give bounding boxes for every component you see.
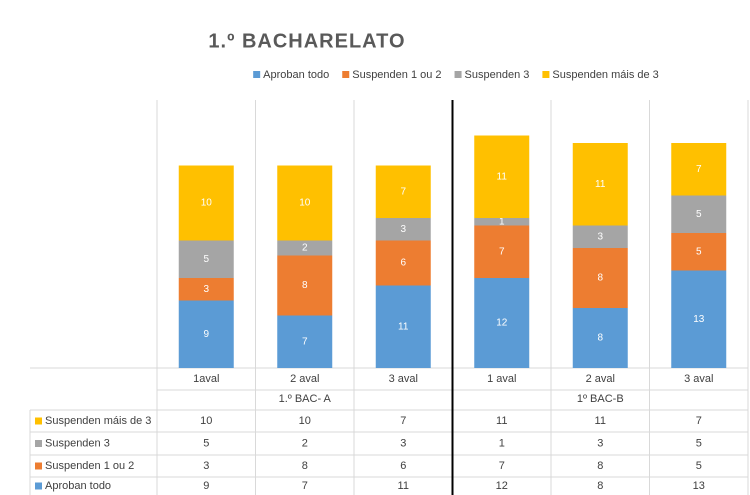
bar-segment bbox=[375, 285, 431, 368]
table-key bbox=[35, 482, 42, 490]
chart-title: 1.º BACHARELATO bbox=[208, 30, 405, 52]
table-cell: 11 bbox=[595, 415, 606, 427]
legend-label: Suspenden 1 ou 2 bbox=[352, 69, 441, 81]
data-label: 7 bbox=[696, 164, 702, 175]
table-key bbox=[35, 462, 42, 470]
table-cell: 9 bbox=[203, 480, 209, 492]
data-label: 5 bbox=[696, 246, 702, 257]
data-label: 7 bbox=[499, 246, 505, 257]
group-label: 1º BAC-B bbox=[577, 393, 624, 405]
data-label: 11 bbox=[398, 321, 409, 332]
table-cell: 13 bbox=[693, 480, 705, 492]
bar-segment bbox=[671, 233, 727, 271]
bar-segment bbox=[671, 270, 727, 368]
data-label: 2 bbox=[302, 243, 308, 254]
data-label: 6 bbox=[400, 258, 406, 269]
table-series-label: Suspenden 3 bbox=[45, 437, 110, 449]
x-tick-label: 2 aval bbox=[290, 373, 319, 385]
table-cell: 7 bbox=[400, 415, 406, 427]
legend-label: Suspenden 3 bbox=[465, 69, 530, 81]
bar-segment bbox=[178, 300, 234, 368]
bar-segment bbox=[572, 248, 628, 308]
bar-segment bbox=[375, 240, 431, 286]
bar-segment bbox=[671, 195, 727, 233]
table-series-label: Aproban todo bbox=[45, 480, 111, 492]
data-label: 13 bbox=[693, 314, 705, 325]
data-label: 5 bbox=[696, 209, 702, 220]
table-cell: 12 bbox=[496, 480, 508, 492]
data-label: 7 bbox=[302, 336, 308, 347]
legend-label: Aproban todo bbox=[263, 69, 329, 81]
bar-segment bbox=[277, 315, 333, 368]
legend-label: Suspenden máis de 3 bbox=[552, 69, 658, 81]
table-cell: 10 bbox=[200, 415, 212, 427]
legend-swatch bbox=[253, 71, 261, 78]
bar-segment bbox=[474, 135, 530, 218]
data-label: 7 bbox=[400, 186, 406, 197]
table-cell: 7 bbox=[696, 415, 702, 427]
bar-segment bbox=[671, 143, 727, 196]
table-cell: 3 bbox=[203, 460, 209, 472]
table-cell: 11 bbox=[496, 415, 507, 427]
table-cell: 3 bbox=[597, 437, 603, 449]
table-cell: 7 bbox=[499, 460, 505, 472]
x-tick-label: 1 aval bbox=[487, 373, 516, 385]
data-label: 5 bbox=[203, 254, 209, 265]
bar-segment bbox=[277, 165, 333, 241]
data-label: 3 bbox=[597, 231, 603, 242]
table-key bbox=[35, 440, 42, 447]
table-cell: 5 bbox=[696, 460, 702, 472]
data-label: 12 bbox=[496, 318, 508, 329]
table-cell: 5 bbox=[696, 437, 702, 449]
bar-segment bbox=[178, 278, 234, 301]
data-label: 3 bbox=[400, 224, 406, 235]
table-cell: 8 bbox=[302, 460, 308, 472]
data-label: 11 bbox=[595, 179, 606, 190]
table-cell: 3 bbox=[400, 437, 406, 449]
legend-swatch bbox=[342, 71, 350, 78]
table-series-label: Suspenden máis de 3 bbox=[45, 415, 151, 427]
x-tick-label: 3 aval bbox=[684, 373, 713, 385]
legend-swatch bbox=[454, 71, 462, 78]
table-cell: 8 bbox=[597, 480, 603, 492]
x-tick-label: 2 aval bbox=[586, 373, 615, 385]
table-cell: 6 bbox=[400, 460, 406, 472]
bar-segment bbox=[277, 240, 333, 256]
bar-segment bbox=[277, 255, 333, 316]
data-label: 10 bbox=[201, 198, 213, 209]
table-cell: 2 bbox=[302, 437, 308, 449]
table-cell: 1 bbox=[499, 437, 505, 449]
data-label: 3 bbox=[203, 284, 209, 295]
table-key bbox=[35, 417, 42, 425]
legend-swatch bbox=[542, 71, 550, 78]
bar-segment bbox=[572, 308, 628, 368]
table-cell: 10 bbox=[299, 415, 311, 427]
bar-segment bbox=[572, 225, 628, 248]
bar-segment bbox=[375, 165, 431, 218]
data-label: 10 bbox=[299, 198, 311, 209]
data-label: 9 bbox=[203, 329, 209, 340]
data-label: 8 bbox=[597, 273, 603, 284]
data-label: 8 bbox=[302, 280, 308, 291]
bar-segment bbox=[178, 165, 234, 241]
x-tick-label: 1aval bbox=[193, 373, 219, 385]
bar-segment bbox=[474, 278, 530, 368]
bar-segment bbox=[474, 225, 530, 278]
table-cell: 11 bbox=[398, 480, 409, 492]
data-label: 8 bbox=[597, 333, 603, 344]
table-cell: 5 bbox=[203, 437, 209, 449]
x-tick-label: 3 aval bbox=[389, 373, 418, 385]
bar-segment bbox=[178, 240, 234, 278]
bar-segment bbox=[572, 143, 628, 226]
table-cell: 8 bbox=[597, 460, 603, 472]
bar-segment bbox=[375, 218, 431, 241]
data-label: 1 bbox=[499, 216, 505, 227]
data-label: 11 bbox=[497, 171, 508, 182]
table-series-label: Suspenden 1 ou 2 bbox=[45, 460, 134, 472]
group-label: 1.º BAC- A bbox=[279, 393, 332, 405]
bar-segment bbox=[474, 218, 530, 226]
table-cell: 7 bbox=[302, 480, 308, 492]
